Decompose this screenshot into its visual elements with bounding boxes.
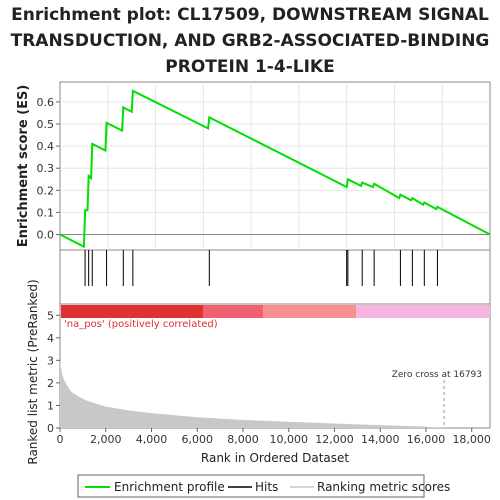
legend-hits-label: Hits (255, 480, 278, 494)
es-y-tick-label: 0.1 (37, 206, 55, 219)
metric-x-tick-label: 0 (57, 433, 64, 446)
es-y-tick-label: 0.3 (37, 162, 55, 175)
metric-x-tick-label: 16,000 (407, 433, 446, 446)
ranking-metric-area (60, 360, 472, 428)
es-gridlines (60, 82, 490, 250)
metric-x-tick-label: 6,000 (181, 433, 213, 446)
metric-y-tick-label: 4 (47, 332, 54, 345)
es-y-tick-label: 0.5 (37, 118, 55, 131)
legend-metric-label: Ranking metric scores (317, 480, 450, 494)
hit-marks (84, 250, 438, 286)
metric-x-tick-label: 14,000 (361, 433, 400, 446)
metric-y-tick-label: 2 (47, 377, 54, 390)
es-y-ticks: 0.0 0.1 0.2 0.3 0.4 0.5 0.6 (37, 96, 60, 242)
hits-panel-frame (59, 249, 491, 305)
es-y-tick-label: 0.4 (37, 140, 55, 153)
metric-panel-frame (59, 303, 491, 429)
enrichment-profile-line (59, 89, 491, 249)
legend-profile-label: Enrichment profile (114, 480, 225, 494)
metric-y-tick-label: 5 (47, 309, 54, 322)
positive-correlation-note: 'na_pos' (positively correlated) (64, 319, 218, 330)
es-y-axis-label: Enrichment score (ES) (16, 85, 31, 248)
es-y-tick-label: 0.2 (37, 184, 55, 197)
chart-title-line-3: PROTEIN 1-4-LIKE (165, 57, 334, 77)
zero-cross-note: Zero cross at 16793 (392, 370, 482, 380)
metric-x-ticks: 0 2,000 4,000 6,000 8,000 10,000 12,000 14,000 1… (57, 428, 491, 446)
chart-title-line-2: TRANSDUCTION, AND GRB2-ASSOCIATED-BINDIN… (11, 31, 490, 51)
positive-correlation-band (61, 305, 204, 318)
metric-x-tick-label: 18,000 (452, 433, 491, 446)
metric-y-tick-label: 0 (47, 422, 54, 435)
positive-correlation-band-mid (203, 305, 264, 318)
x-axis-label: Rank in Ordered Dataset (201, 451, 349, 465)
metric-y-tick-label: 1 (47, 399, 54, 412)
metric-x-tick-label: 10,000 (269, 433, 308, 446)
metric-x-tick-label: 8,000 (227, 433, 259, 446)
es-y-tick-label: 0.0 (37, 229, 55, 242)
metric-y-axis-label: Ranked list metric (PreRanked) (26, 279, 40, 464)
legend-box (77, 474, 425, 498)
metric-y-ticks: 0 1 2 3 4 5 (47, 309, 60, 435)
metric-x-tick-label: 12,000 (315, 433, 354, 446)
metric-x-tick-label: 4,000 (136, 433, 168, 446)
positive-correlation-band-light (263, 305, 357, 318)
es-y-tick-label: 0.6 (37, 96, 55, 109)
metric-x-tick-label: 2,000 (90, 433, 122, 446)
chart-title-line-1: Enrichment plot: CL17509, DOWNSTREAM SIG… (11, 5, 489, 25)
negative-correlation-band (356, 305, 490, 318)
metric-y-tick-label: 3 (47, 354, 54, 367)
